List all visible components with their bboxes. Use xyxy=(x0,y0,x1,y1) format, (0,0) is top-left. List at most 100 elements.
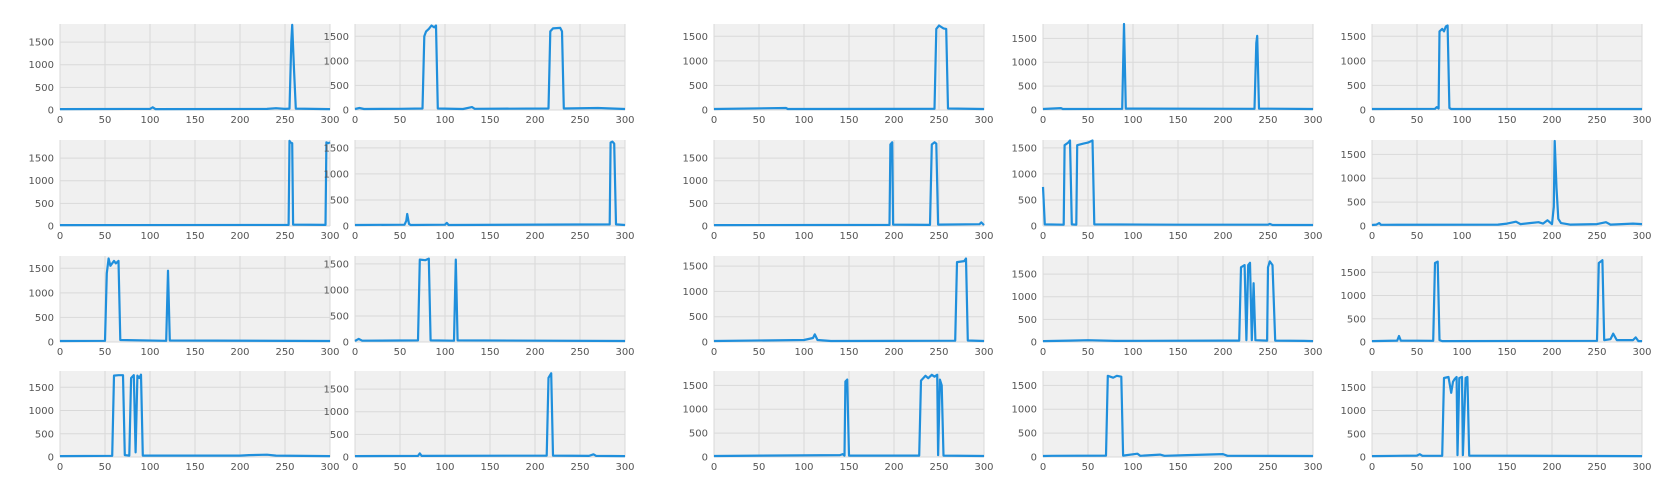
x-tick-label: 100 xyxy=(435,231,454,242)
x-tick-label: 300 xyxy=(1303,462,1322,473)
x-tick-label: 100 xyxy=(794,115,813,126)
x-tick-label: 200 xyxy=(1542,462,1561,473)
y-tick-label: 1500 xyxy=(683,154,708,165)
x-tick-label: 150 xyxy=(185,231,204,242)
y-tick-label: 1500 xyxy=(29,154,54,165)
x-tick-label: 0 xyxy=(1369,347,1375,358)
x-tick-label: 50 xyxy=(1082,462,1095,473)
y-tick-label: 1500 xyxy=(1341,383,1366,394)
y-tick-label: 500 xyxy=(689,81,708,92)
y-tick-label: 500 xyxy=(1018,315,1037,326)
series-line xyxy=(59,257,331,343)
x-tick-label: 250 xyxy=(570,115,589,126)
y-tick-label: 1000 xyxy=(1341,174,1366,185)
x-tick-label: 100 xyxy=(1123,231,1142,242)
x-tick-label: 200 xyxy=(525,115,544,126)
x-tick-label: 50 xyxy=(1411,115,1424,126)
y-tick-label: 500 xyxy=(1347,81,1366,92)
x-tick-label: 250 xyxy=(1587,231,1606,242)
x-tick-label: 250 xyxy=(1258,347,1277,358)
series-line xyxy=(1042,22,1314,111)
x-tick-label: 0 xyxy=(352,462,358,473)
x-tick-label: 200 xyxy=(884,462,903,473)
x-tick-label: 250 xyxy=(570,347,589,358)
x-tick-label: 50 xyxy=(99,115,112,126)
y-tick-label: 0 xyxy=(1031,106,1037,117)
x-tick-label: 0 xyxy=(1369,462,1375,473)
x-tick-label: 200 xyxy=(230,115,249,126)
x-tick-label: 0 xyxy=(1369,115,1375,126)
y-tick-label: 1500 xyxy=(1012,381,1037,392)
x-tick-label: 100 xyxy=(140,115,159,126)
x-tick-label: 250 xyxy=(570,462,589,473)
x-tick-label: 150 xyxy=(1497,231,1516,242)
y-tick-label: 1000 xyxy=(29,176,54,187)
x-tick-label: 0 xyxy=(1040,347,1046,358)
panel-3: 0 50 100 150 200 250 300 0 500 1000 1500 xyxy=(683,24,994,126)
x-tick-label: 300 xyxy=(320,231,339,242)
y-tick-label: 1500 xyxy=(1341,268,1366,279)
panel-11: 0 50 100 150 200 250 300 0 500 1000 1500 xyxy=(29,256,340,358)
x-tick-label: 200 xyxy=(884,231,903,242)
y-tick-label: 1000 xyxy=(29,406,54,417)
x-tick-label: 150 xyxy=(185,115,204,126)
x-tick-label: 150 xyxy=(1497,462,1516,473)
x-tick-label: 50 xyxy=(753,115,766,126)
panel-4: 0 50 100 150 200 250 300 0 500 1000 1500 xyxy=(1012,22,1323,126)
y-tick-label: 1500 xyxy=(683,32,708,43)
panel-18: 0 50 100 150 200 250 300 0 500 1000 1500 xyxy=(683,371,994,473)
x-tick-label: 200 xyxy=(1213,231,1232,242)
y-tick-label: 500 xyxy=(1347,429,1366,440)
x-tick-label: 250 xyxy=(929,115,948,126)
series-line xyxy=(713,373,985,458)
x-tick-label: 150 xyxy=(1168,347,1187,358)
y-tick-label: 500 xyxy=(35,429,54,440)
y-tick-label: 0 xyxy=(1031,222,1037,233)
y-tick-label: 0 xyxy=(48,222,54,233)
x-tick-label: 150 xyxy=(839,115,858,126)
y-tick-label: 1000 xyxy=(1012,405,1037,416)
x-tick-label: 0 xyxy=(711,115,717,126)
y-tick-label: 1000 xyxy=(1341,56,1366,67)
x-tick-label: 50 xyxy=(1082,231,1095,242)
x-tick-label: 100 xyxy=(1452,347,1471,358)
x-tick-label: 100 xyxy=(1123,347,1142,358)
x-tick-label: 300 xyxy=(1303,347,1322,358)
x-tick-label: 200 xyxy=(230,231,249,242)
x-tick-label: 0 xyxy=(57,347,63,358)
y-tick-label: 1500 xyxy=(324,259,349,270)
panel-9: 0 50 100 150 200 250 300 0 500 1000 1500 xyxy=(1012,139,1323,242)
x-tick-label: 0 xyxy=(57,115,63,126)
x-tick-label: 250 xyxy=(1587,347,1606,358)
panel-15: 0 50 100 150 200 250 300 0 500 1000 1500 xyxy=(1341,256,1652,358)
x-tick-label: 200 xyxy=(884,347,903,358)
x-tick-label: 250 xyxy=(929,462,948,473)
x-tick-label: 50 xyxy=(394,347,407,358)
series-line xyxy=(354,257,626,343)
y-tick-label: 500 xyxy=(1018,195,1037,206)
x-tick-label: 250 xyxy=(275,347,294,358)
series-line xyxy=(713,257,985,343)
y-tick-label: 0 xyxy=(1360,106,1366,117)
y-tick-label: 1000 xyxy=(1341,291,1366,302)
y-tick-label: 0 xyxy=(1031,338,1037,349)
panel-20: 0 50 100 150 200 250 300 0 500 1000 1500 xyxy=(1341,371,1652,473)
x-tick-label: 200 xyxy=(1542,115,1561,126)
panel-16: 0 50 100 150 200 250 300 0 500 1000 1500 xyxy=(29,371,340,473)
y-tick-label: 0 xyxy=(343,106,349,117)
y-tick-label: 1500 xyxy=(1341,32,1366,43)
y-tick-label: 500 xyxy=(689,429,708,440)
panel-8: 0 50 100 150 200 250 300 0 500 1000 1500 xyxy=(683,140,994,242)
y-tick-label: 1000 xyxy=(1341,406,1366,417)
x-tick-label: 100 xyxy=(435,462,454,473)
x-tick-label: 50 xyxy=(99,347,112,358)
x-tick-label: 300 xyxy=(320,115,339,126)
x-tick-label: 100 xyxy=(435,347,454,358)
series-line xyxy=(1041,139,1313,227)
y-tick-label: 0 xyxy=(343,453,349,464)
series-line xyxy=(354,140,626,227)
y-tick-label: 0 xyxy=(343,338,349,349)
y-tick-label: 1000 xyxy=(683,176,708,187)
y-tick-label: 500 xyxy=(330,311,349,322)
